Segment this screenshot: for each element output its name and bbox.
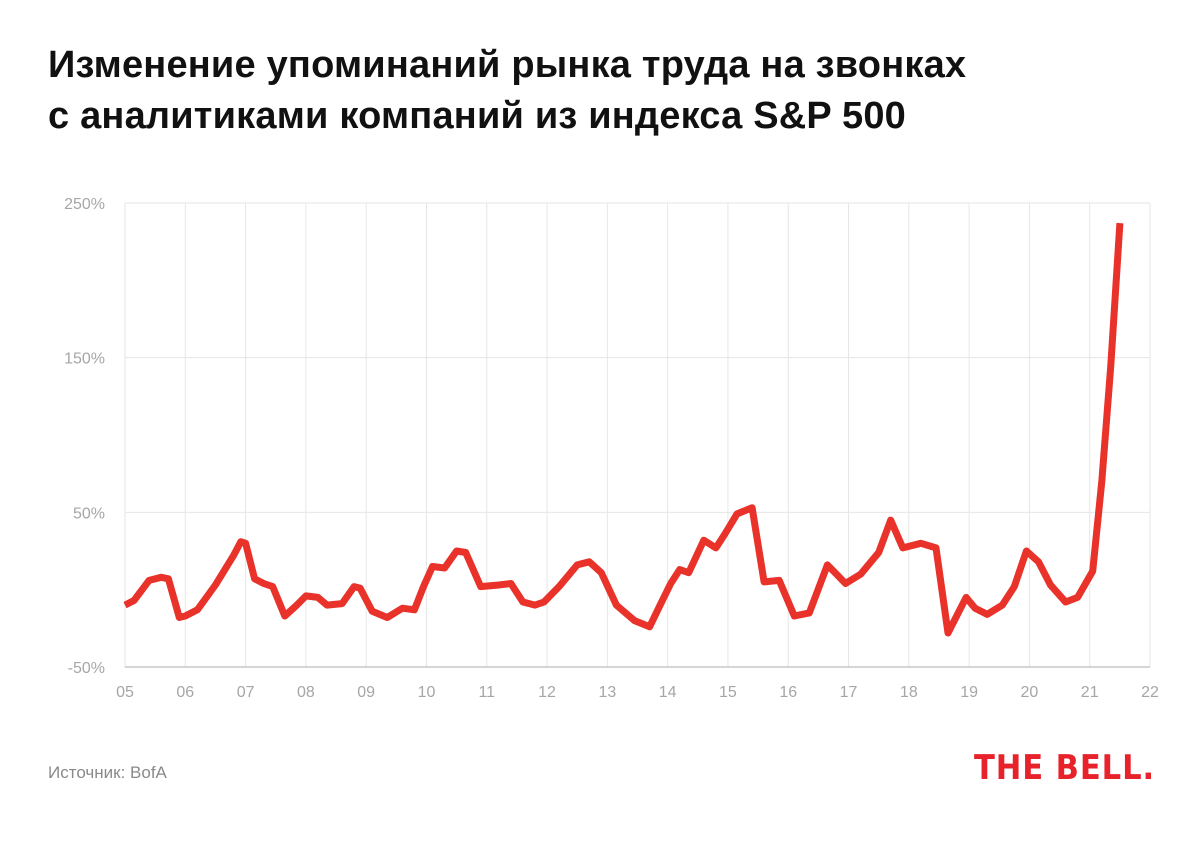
x-tick-label: 06 <box>176 684 194 701</box>
x-tick-label: 10 <box>418 684 436 701</box>
x-tick-label: 18 <box>900 684 918 701</box>
x-tick-label: 21 <box>1081 684 1099 701</box>
x-tick-label: 19 <box>960 684 978 701</box>
x-tick-label: 17 <box>840 684 858 701</box>
grid <box>124 202 1151 668</box>
chart-title: Изменение упоминаний рынка труда на звон… <box>48 40 1168 142</box>
chart-title-line-1: Изменение упоминаний рынка труда на звон… <box>48 44 967 86</box>
series-line <box>123 222 1124 637</box>
axes: -50% 50% 150% 250% 05 06 07 08 09 10 11 12 13 14 15 16 1… <box>64 196 1159 701</box>
x-tick-label: 14 <box>659 684 677 701</box>
x-tick-label: 05 <box>116 684 134 701</box>
y-tick-label: 250% <box>64 196 105 213</box>
source-note: Источник: BofA <box>48 763 167 782</box>
series-layer <box>123 222 1124 637</box>
x-tick-label: 16 <box>779 684 797 701</box>
x-tick-label: 22 <box>1141 684 1159 701</box>
x-tick-label: 09 <box>357 684 375 701</box>
x-tick-label: 07 <box>237 684 255 701</box>
y-tick-label: -50% <box>68 660 105 677</box>
x-tick-label: 11 <box>478 684 495 701</box>
x-tick-label: 15 <box>719 684 737 701</box>
chart-title-line-2: с аналитиками компаний из индекса S&P 50… <box>48 95 907 137</box>
x-tick-label: 12 <box>538 684 556 701</box>
x-tick-label: 20 <box>1021 684 1039 701</box>
y-tick-label: 50% <box>73 505 105 522</box>
x-tick-label: 13 <box>598 684 616 701</box>
the-bell-logo: THE BELL. <box>974 748 1155 788</box>
x-tick-label: 08 <box>297 684 315 701</box>
y-tick-label: 150% <box>64 351 105 368</box>
